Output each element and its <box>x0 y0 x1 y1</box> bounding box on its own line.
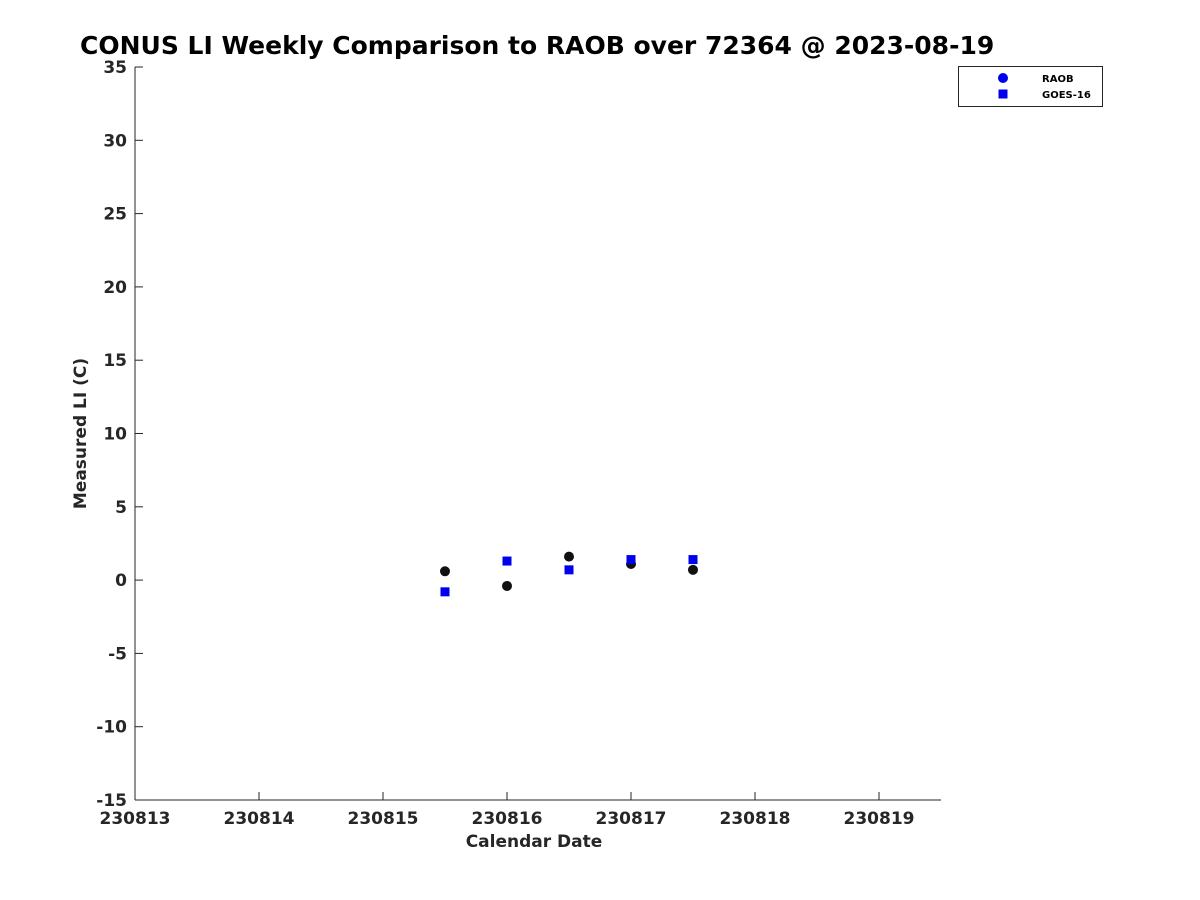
data-points <box>440 551 698 597</box>
legend: RAOB GOES-16 <box>958 66 1103 107</box>
y-tick-label: 30 <box>103 131 127 151</box>
goes16-point <box>626 555 636 565</box>
legend-label: RAOB <box>1042 74 1074 85</box>
x-tick-label: 230817 <box>596 809 667 829</box>
legend-marker-goes16 <box>998 89 1008 99</box>
x-tick-label: 230815 <box>348 809 419 829</box>
y-tick-label: 10 <box>103 425 127 445</box>
y-tick-label: 20 <box>103 278 127 298</box>
x-tick-label: 230814 <box>224 809 295 829</box>
legend-box <box>958 66 1103 107</box>
y-tick-label: 15 <box>103 351 127 371</box>
chart-title: CONUS LI Weekly Comparison to RAOB over … <box>80 31 994 60</box>
x-tick-label: 230816 <box>472 809 543 829</box>
goes16-point <box>502 556 512 566</box>
x-tick-label: 230813 <box>100 809 171 829</box>
legend-label: GOES-16 <box>1042 90 1091 101</box>
goes16-point <box>564 565 574 575</box>
raob-point <box>564 551 574 562</box>
y-tick-label: 25 <box>103 205 127 225</box>
y-axis-label: Measured LI (C) <box>71 358 91 509</box>
x-tick-label: 230819 <box>844 809 915 829</box>
raob-point <box>688 564 698 575</box>
raob-point <box>440 566 450 577</box>
y-tick-label: 5 <box>115 498 127 518</box>
y-tick-label: -10 <box>96 718 127 738</box>
x-axis-label: Calendar Date <box>466 832 603 852</box>
goes16-point <box>440 587 450 597</box>
raob-point <box>502 580 512 591</box>
y-tick-label: -15 <box>96 791 127 811</box>
y-tick-label: 0 <box>115 571 127 591</box>
legend-marker-raob <box>998 73 1008 83</box>
y-tick-label: -5 <box>108 644 127 664</box>
goes16-point <box>688 555 698 565</box>
y-tick-label: 35 <box>103 58 127 78</box>
x-tick-label: 230818 <box>720 809 791 829</box>
